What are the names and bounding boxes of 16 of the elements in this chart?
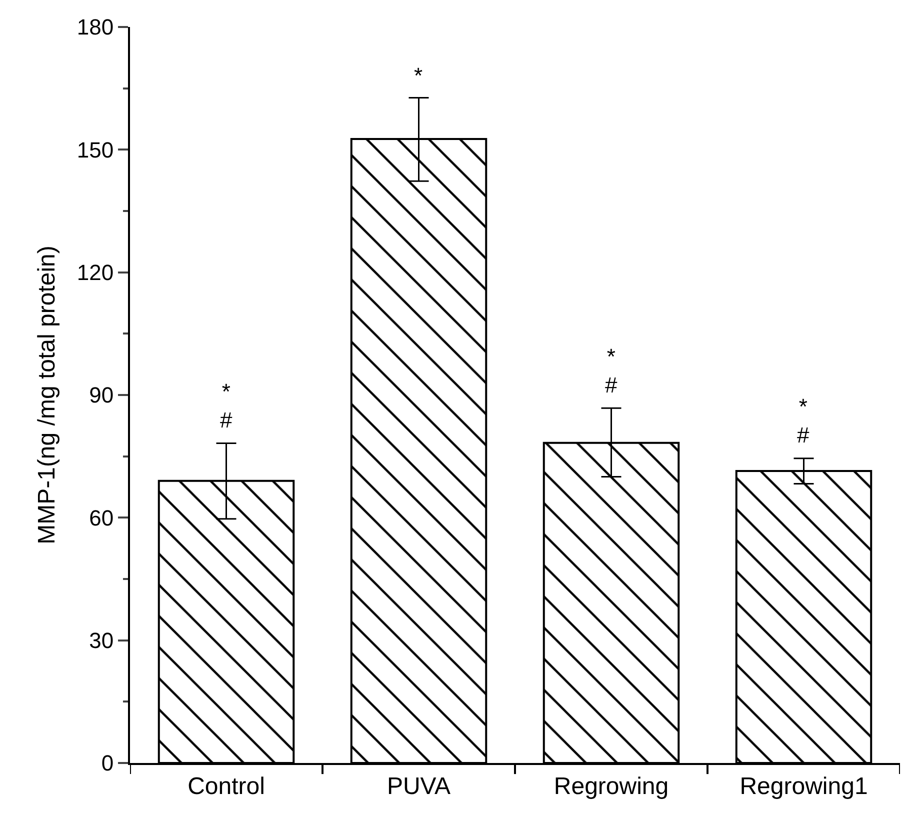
y-tick-label: 180	[76, 14, 114, 40]
x-tick-label: Regrowing1	[740, 772, 868, 800]
x-tick-label: Control	[188, 772, 265, 800]
x-tick-label: Regrowing	[554, 772, 669, 800]
y-tick-label: 30	[89, 628, 114, 654]
annotation: *	[414, 63, 423, 88]
y-tick-label: 0	[101, 750, 114, 776]
y-tick-label: 120	[76, 260, 114, 286]
annotation: * #	[797, 394, 810, 448]
annotation: * #	[220, 379, 233, 433]
y-axis-title: MMP-1(ng /mg total protein)	[33, 246, 60, 544]
y-tick-label: 150	[76, 137, 114, 162]
annotation: * #	[605, 344, 618, 398]
y-tick-label: 60	[89, 505, 114, 530]
x-tick-label: PUVA	[386, 772, 451, 800]
y-tick-label: 90	[89, 382, 114, 408]
